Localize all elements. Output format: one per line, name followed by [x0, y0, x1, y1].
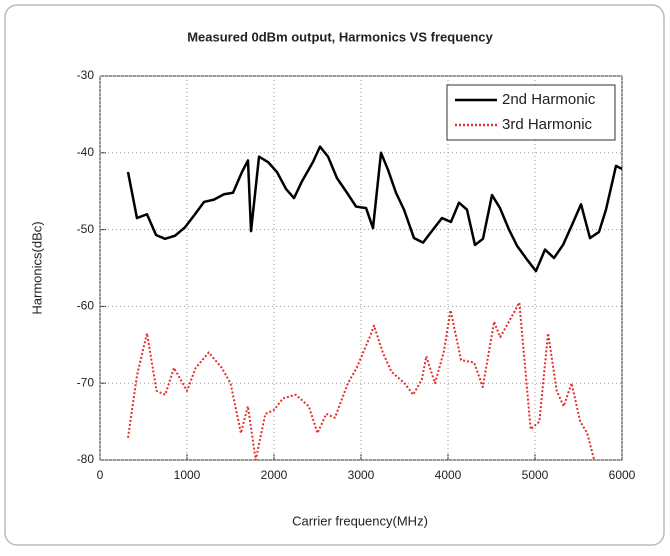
- x-tick-label: 1000: [174, 468, 201, 482]
- x-tick-label: 3000: [348, 468, 375, 482]
- y-axis-label: Harmonics(dBc): [29, 221, 44, 314]
- y-tick-label: -30: [77, 68, 95, 82]
- y-tick-label: -50: [77, 222, 95, 236]
- y-tick-label: -60: [77, 299, 95, 313]
- y-tick-label: -40: [77, 145, 95, 159]
- x-tick-label: 2000: [261, 468, 288, 482]
- x-axis-label: Carrier frequency(MHz): [292, 513, 428, 528]
- x-tick-label: 4000: [435, 468, 462, 482]
- x-tick-label: 6000: [609, 468, 636, 482]
- x-tick-label: 0: [97, 468, 104, 482]
- x-tick-label: 5000: [522, 468, 549, 482]
- y-tick-label: -70: [77, 375, 95, 389]
- line-series: [126, 145, 622, 273]
- legend-label: 3rd Harmonic: [502, 116, 593, 133]
- plot-lines: [126, 145, 622, 460]
- chart-title: Measured 0dBm output, Harmonics VS frequ…: [187, 29, 493, 44]
- legend-box: [446, 84, 616, 141]
- y-tick-label: -80: [77, 452, 95, 466]
- legend-label: 2nd Harmonic: [502, 91, 596, 108]
